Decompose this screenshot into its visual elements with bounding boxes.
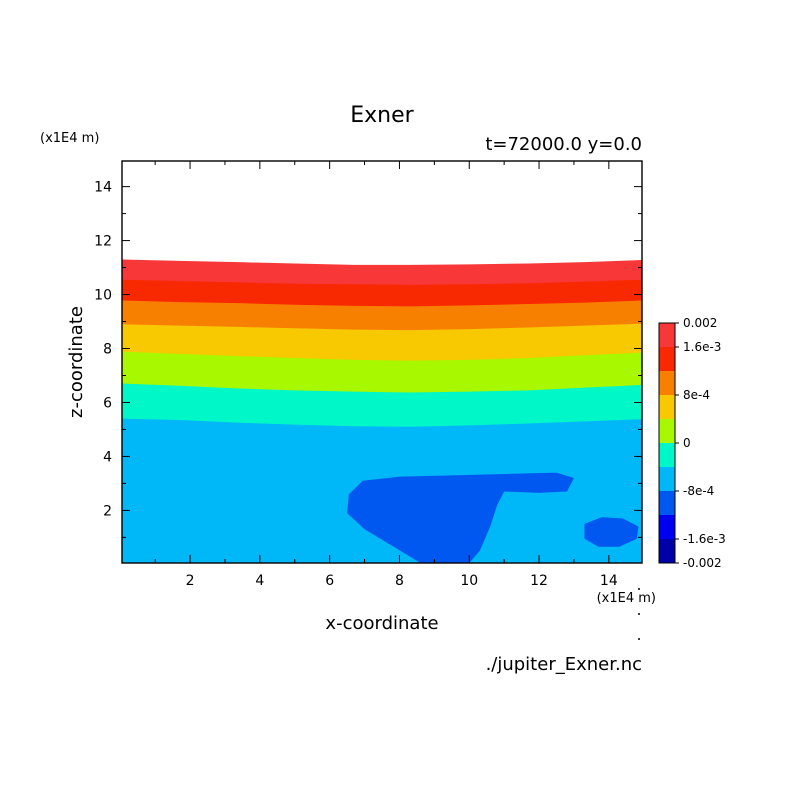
y-tick-label: 4: [103, 449, 112, 465]
x-tick-label: 4: [255, 573, 264, 589]
colorbar-tick-label: -1.6e-3: [683, 532, 726, 546]
colorbar-swatch: [659, 419, 675, 443]
chart-title: Exner: [350, 103, 414, 128]
decorative-dots: [638, 588, 640, 640]
contour-region: [584, 517, 639, 547]
x-tick-label: 6: [325, 573, 334, 589]
x-tick-label: 10: [460, 573, 478, 589]
colorbar-swatch: [659, 371, 675, 395]
colorbar-tick-label: 0: [683, 436, 691, 450]
y-axis-ticks: 2 4 6 8 10 12 14: [94, 180, 642, 538]
colorbar-tick-label: 0.002: [683, 316, 717, 330]
decorative-dot: [638, 588, 640, 590]
colorbar-swatch: [659, 491, 675, 515]
y-tick-label: 12: [94, 234, 112, 250]
contour-region: [347, 472, 574, 563]
decorative-dot: [638, 638, 640, 640]
x-unit-label: (x1E4 m): [597, 591, 656, 606]
colorbar-tick-label: -8e-4: [683, 484, 714, 498]
colorbar-swatch: [659, 539, 675, 563]
chart-subtitle: t=72000.0 y=0.0: [485, 134, 642, 155]
y-tick-label: 2: [103, 503, 112, 519]
plot-frame: [121, 160, 643, 564]
y-tick-label: 10: [94, 288, 112, 304]
y-tick-label: 14: [94, 180, 112, 196]
x-tick-label: 8: [395, 573, 404, 589]
x-axis-ticks: 2 4 6 8 10 12 14: [154, 161, 618, 589]
x-tick-label: 12: [530, 573, 548, 589]
x-tick-label: 2: [186, 573, 195, 589]
colorbar-swatch: [659, 323, 675, 347]
colorbar-swatch: [659, 467, 675, 491]
colorbar-tick-label: 8e-4: [683, 388, 710, 402]
colorbar-tick-label: 1.6e-3: [683, 340, 721, 354]
colorbar: -0.002 -1.6e-3 -8e-4 0 8e-4 1.6e-3 0.002: [658, 316, 726, 570]
x-tick-label: 14: [600, 573, 618, 589]
y-tick-label: 6: [103, 395, 112, 411]
plot-border: [121, 160, 643, 564]
colorbar-tick-label: -0.002: [683, 556, 722, 570]
source-file-label: ./jupiter_Exner.nc: [486, 654, 642, 675]
y-tick-label: 8: [103, 342, 112, 358]
y-unit-label: (x1E4 m): [40, 131, 99, 146]
colorbar-swatch: [659, 347, 675, 371]
decorative-dot: [638, 613, 640, 615]
colorbar-swatch: [659, 395, 675, 419]
colorbar-swatch: [659, 443, 675, 467]
contour-fills: [122, 259, 642, 563]
colorbar-swatch: [659, 515, 675, 539]
y-axis-label: z-coordinate: [66, 306, 87, 418]
x-axis-label: x-coordinate: [325, 613, 438, 634]
